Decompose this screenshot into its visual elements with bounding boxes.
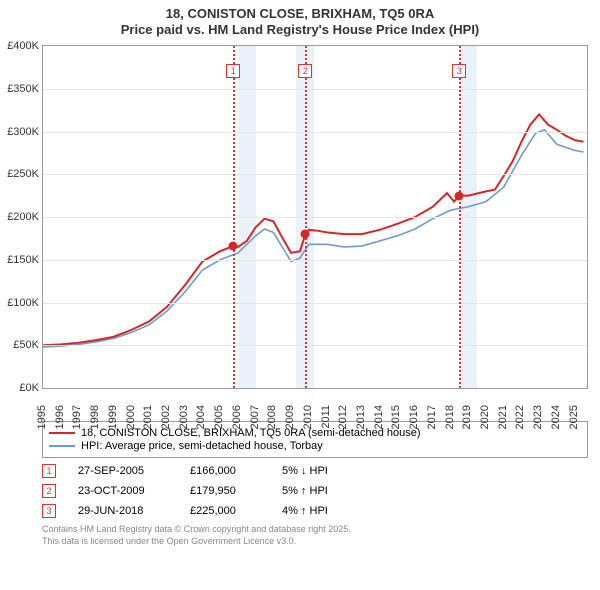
attribution-line1: Contains HM Land Registry data © Crown c… [42, 524, 588, 536]
x-tick-label: 2000 [125, 405, 137, 429]
sales-row: 1 27-SEP-2005 £166,000 5% ↓ HPI [42, 464, 588, 478]
sales-row: 3 29-JUN-2018 £225,000 4% ↑ HPI [42, 504, 588, 518]
sales-row-number: 1 [42, 464, 56, 478]
vline [459, 46, 461, 388]
x-tick-label: 2001 [142, 405, 154, 429]
vline-marker-number: 3 [452, 64, 466, 78]
gridline-h [43, 132, 587, 133]
plot-area: £0K£50K£100K£150K£200K£250K£300K£350K£40… [42, 45, 588, 389]
sale-marker-dot [229, 242, 238, 251]
y-tick-label: £100K [3, 297, 39, 309]
x-tick-label: 2011 [320, 405, 332, 429]
sales-row: 2 23-OCT-2009 £179,950 5% ↑ HPI [42, 484, 588, 498]
x-tick-label: 2014 [373, 405, 385, 429]
gridline-h [43, 303, 587, 304]
gridline-h [43, 345, 587, 346]
vline-marker-number: 2 [298, 64, 312, 78]
x-tick-label: 2025 [568, 405, 580, 429]
sales-row-pct: 5% ↑ HPI [282, 485, 362, 497]
x-tick-label: 2002 [160, 405, 172, 429]
attribution-block: Contains HM Land Registry data © Crown c… [42, 524, 588, 547]
y-tick-label: £400K [3, 40, 39, 52]
chart-container: £0K£50K£100K£150K£200K£250K£300K£350K£40… [42, 45, 588, 415]
legend-label-blue: HPI: Average price, semi-detached house,… [81, 440, 323, 452]
x-tick-label: 2010 [302, 405, 314, 429]
x-tick-label: 2019 [461, 405, 473, 429]
sales-row-date: 27-SEP-2005 [78, 465, 168, 477]
attribution-line2: This data is licensed under the Open Gov… [42, 536, 588, 548]
x-tick-label: 1995 [36, 405, 48, 429]
x-tick-label: 2007 [249, 405, 261, 429]
x-tick-label: 2022 [514, 405, 526, 429]
x-tick-label: 2016 [408, 405, 420, 429]
x-tick-label: 2003 [178, 405, 190, 429]
sales-row-pct: 4% ↑ HPI [282, 505, 362, 517]
y-tick-label: £200K [3, 211, 39, 223]
gridline-h [43, 174, 587, 175]
x-tick-label: 2013 [355, 405, 367, 429]
sales-row-pct: 5% ↓ HPI [282, 465, 362, 477]
x-tick-label: 1998 [89, 405, 101, 429]
vline-marker-number: 1 [226, 64, 240, 78]
sales-row-date: 29-JUN-2018 [78, 505, 168, 517]
x-tick-label: 2018 [444, 405, 456, 429]
title-address: 18, CONISTON CLOSE, BRIXHAM, TQ5 0RA [0, 6, 600, 21]
y-tick-label: £50K [3, 339, 39, 351]
x-tick-label: 2006 [231, 405, 243, 429]
x-tick-label: 2017 [426, 405, 438, 429]
x-tick-label: 2004 [195, 405, 207, 429]
sales-row-price: £179,950 [190, 485, 260, 497]
vline [233, 46, 235, 388]
x-tick-label: 2012 [337, 405, 349, 429]
sales-row-number: 3 [42, 504, 56, 518]
legend-swatch-blue [49, 445, 75, 447]
sales-row-price: £225,000 [190, 505, 260, 517]
chart-title-block: 18, CONISTON CLOSE, BRIXHAM, TQ5 0RA Pri… [0, 0, 600, 39]
y-tick-label: £0K [3, 382, 39, 394]
sale-marker-dot [455, 191, 464, 200]
x-tick-label: 2015 [390, 405, 402, 429]
vline [305, 46, 307, 388]
x-tick-label: 2021 [497, 405, 509, 429]
gridline-h [43, 217, 587, 218]
y-tick-label: £150K [3, 254, 39, 266]
sale-marker-dot [301, 230, 310, 239]
y-tick-label: £350K [3, 83, 39, 95]
title-subtitle: Price paid vs. HM Land Registry's House … [0, 22, 600, 37]
series-line-blue [43, 130, 583, 347]
gridline-h [43, 260, 587, 261]
legend-swatch-red [49, 432, 75, 434]
x-tick-label: 2020 [479, 405, 491, 429]
legend-row-blue: HPI: Average price, semi-detached house,… [49, 440, 581, 452]
sales-row-price: £166,000 [190, 465, 260, 477]
x-tick-label: 2009 [284, 405, 296, 429]
gridline-h [43, 89, 587, 90]
x-tick-label: 1997 [71, 405, 83, 429]
y-tick-label: £300K [3, 126, 39, 138]
y-tick-label: £250K [3, 168, 39, 180]
x-tick-label: 1999 [107, 405, 119, 429]
x-tick-label: 2023 [532, 405, 544, 429]
x-tick-label: 2005 [213, 405, 225, 429]
sales-row-date: 23-OCT-2009 [78, 485, 168, 497]
x-tick-label: 1996 [54, 405, 66, 429]
sales-table: 1 27-SEP-2005 £166,000 5% ↓ HPI 2 23-OCT-2009… [42, 464, 588, 518]
sales-row-number: 2 [42, 484, 56, 498]
x-tick-label: 2024 [550, 405, 562, 429]
x-tick-label: 2008 [266, 405, 278, 429]
series-line-red [43, 114, 583, 345]
